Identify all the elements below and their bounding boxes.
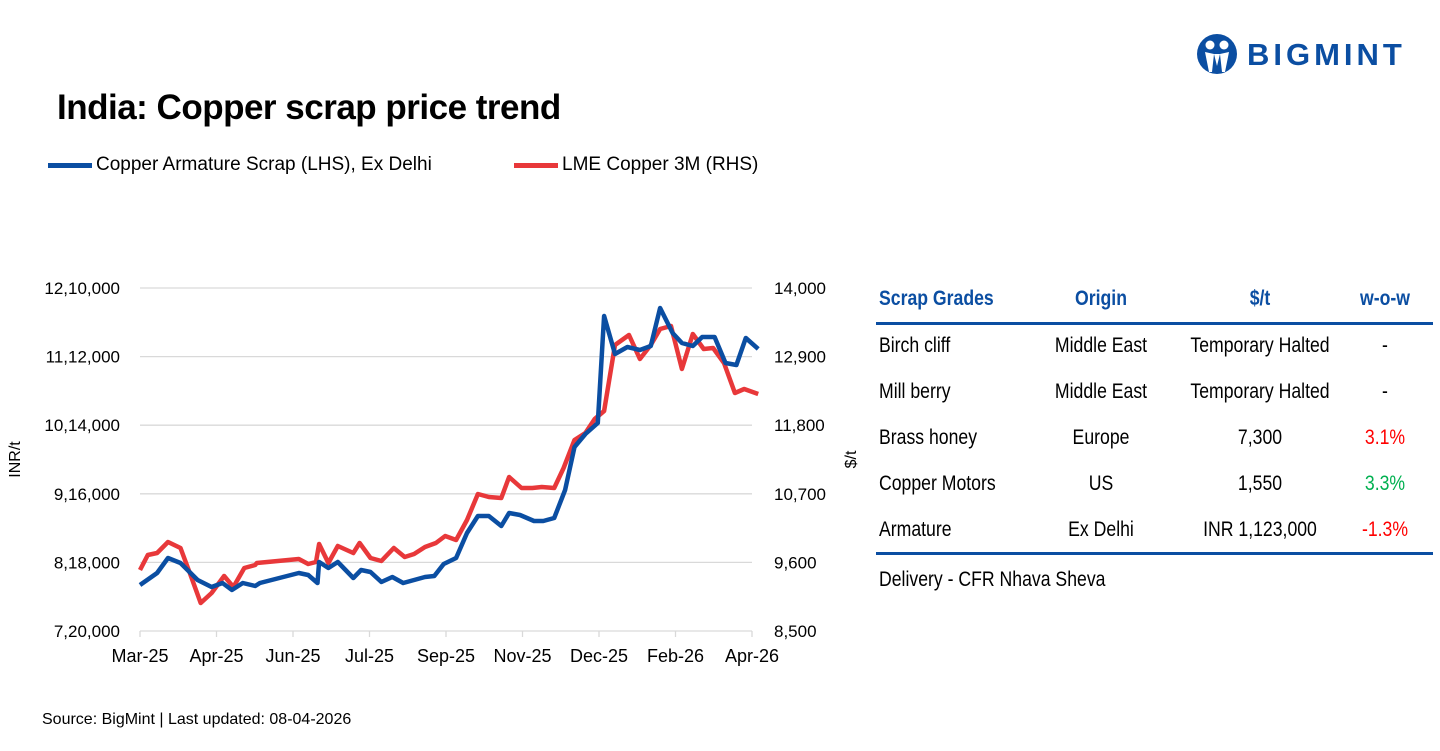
cell-price: 1,550	[1237, 472, 1283, 495]
y-right-tick-label: 12,900	[774, 348, 826, 367]
cell-wow: -1.3%	[1361, 518, 1409, 541]
x-tick-label: Jun-25	[265, 646, 320, 666]
x-tick-label: Jul-25	[345, 646, 394, 666]
x-tick-label: Apr-25	[189, 646, 243, 666]
y-right-tick-label: 9,600	[774, 553, 817, 572]
y-left-axis-label: INR/t	[7, 441, 24, 478]
legend-swatch-blue	[48, 162, 92, 168]
y-left-tick-label: 8,18,000	[54, 553, 120, 572]
x-tick-label: Mar-25	[111, 646, 168, 666]
delivery-note: Delivery - CFR Nhava Sheva	[879, 568, 1106, 591]
cell-grade: Copper Motors	[879, 472, 996, 495]
legend-item-lme: LME Copper 3M (RHS)	[514, 154, 758, 176]
cell-origin: Middle East	[1054, 380, 1148, 403]
header-origin: Origin	[1075, 287, 1127, 310]
bigmint-people-icon	[1197, 34, 1237, 74]
y-left-tick-label: 12,10,000	[44, 279, 120, 298]
source-note: Source: BigMint | Last updated: 08-04-20…	[42, 711, 352, 728]
page-title: India: Copper scrap price trend	[57, 88, 561, 127]
x-tick-label: Feb-26	[647, 646, 704, 666]
y-right-tick-label: 10,700	[774, 485, 826, 504]
cell-grade: Brass honey	[879, 426, 978, 449]
table-bottom-divider	[876, 552, 1433, 555]
x-tick-label: Nov-25	[493, 646, 551, 666]
cell-origin: US	[1088, 472, 1114, 495]
cell-grade: Birch cliff	[879, 334, 951, 357]
y-right-axis-label: $/t	[843, 450, 860, 468]
table-row: Brass honey Europe 7,300 3.1%	[876, 426, 1433, 456]
y-left-tick-label: 10,14,000	[44, 416, 120, 435]
cell-grade: Mill berry	[879, 380, 951, 403]
table-header: Scrap Grades Origin $/t w-o-w	[876, 287, 1433, 317]
y-left-tick-label: 9,16,000	[54, 485, 120, 504]
y-left-tick-label: 7,20,000	[54, 622, 120, 641]
cell-grade: Armature	[879, 518, 952, 541]
cell-price: INR 1,123,000	[1203, 518, 1317, 541]
table-row: Copper Motors US 1,550 3.3%	[876, 472, 1433, 502]
bigmint-logo: BIGMINT	[1197, 32, 1406, 78]
y-right-tick-label: 11,800	[774, 416, 825, 435]
x-tick-label: Apr-26	[725, 646, 779, 666]
cell-wow: -	[1382, 334, 1388, 357]
cell-wow: 3.1%	[1364, 426, 1406, 449]
brand-name: BIGMINT	[1247, 37, 1406, 72]
cell-wow: -	[1382, 380, 1388, 403]
legend-label: LME Copper 3M (RHS)	[562, 154, 759, 175]
header-grade: Scrap Grades	[879, 287, 994, 310]
legend-item-armature: Copper Armature Scrap (LHS), Ex Delhi	[48, 154, 432, 176]
cell-price: Temporary Halted	[1190, 334, 1330, 357]
legend-label: Copper Armature Scrap (LHS), Ex Delhi	[96, 154, 432, 175]
header-wow: w-o-w	[1360, 287, 1410, 310]
cell-price: Temporary Halted	[1190, 380, 1330, 403]
series-line-lme	[138, 323, 759, 606]
cell-wow: 3.3%	[1364, 472, 1406, 495]
y-right-tick-label: 8,500	[774, 622, 817, 641]
header-price: $/t	[1249, 287, 1271, 310]
table-row: Mill berry Middle East Temporary Halted -	[876, 380, 1433, 410]
cell-origin: Ex Delhi	[1068, 518, 1134, 541]
x-tick-label: Dec-25	[570, 646, 628, 666]
y-right-tick-label: 14,000	[774, 279, 826, 298]
cell-price: 7,300	[1237, 426, 1283, 449]
cell-origin: Middle East	[1054, 334, 1148, 357]
legend-swatch-red	[514, 162, 558, 168]
series-line-armature	[138, 305, 760, 593]
x-tick-label: Sep-25	[417, 646, 475, 666]
y-left-tick-label: 11,12,000	[46, 348, 120, 367]
table-row: Birch cliff Middle East Temporary Halted -	[876, 334, 1433, 364]
header-divider	[876, 322, 1433, 325]
cell-origin: Europe	[1072, 426, 1130, 449]
table-row: Armature Ex Delhi INR 1,123,000 -1.3%	[876, 518, 1433, 548]
